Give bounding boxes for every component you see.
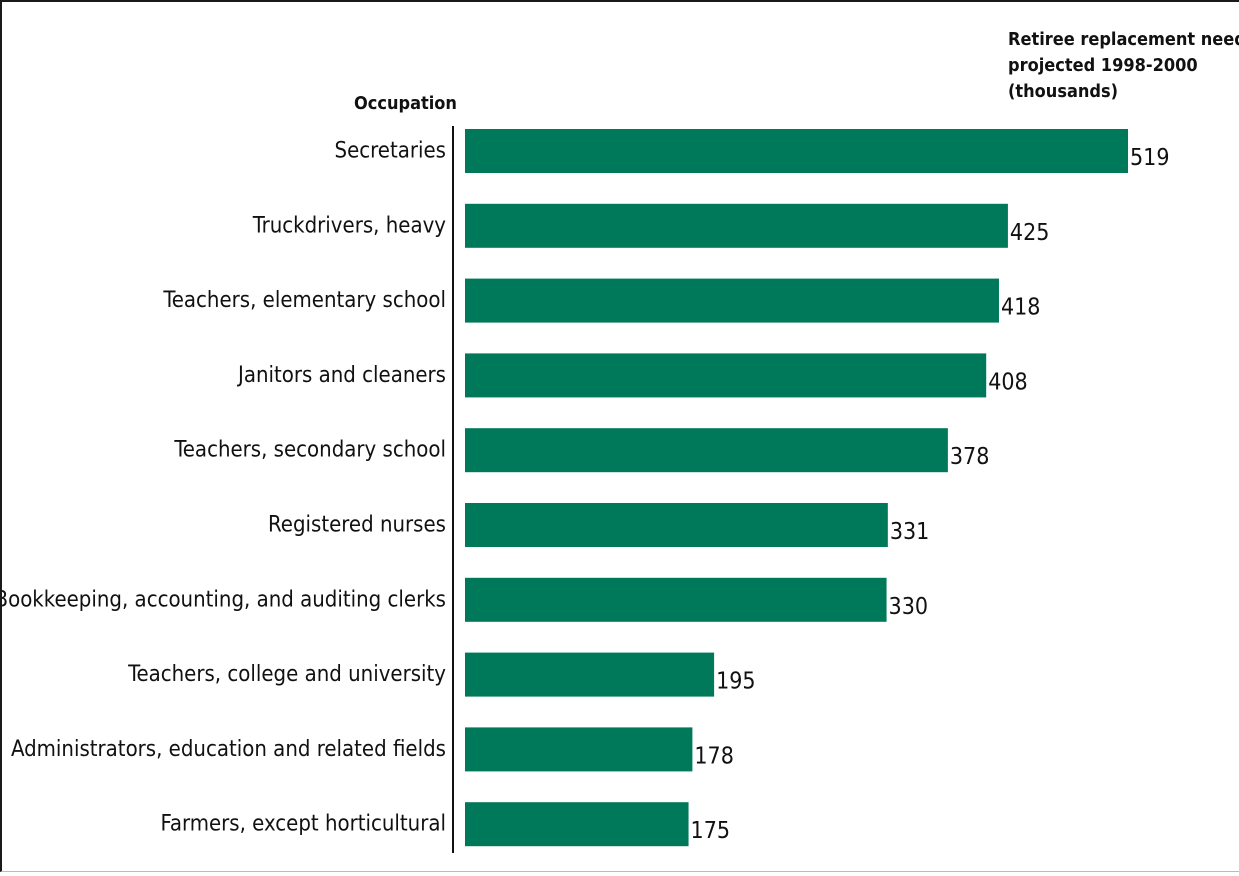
bar-4: [465, 428, 948, 473]
category-label-1: Truckdrivers, heavy: [252, 213, 447, 238]
value-label-2: 418: [1001, 295, 1040, 321]
bar-0: [465, 129, 1128, 173]
category-label-6: Bookkeeping, accounting, and auditing cl…: [2, 587, 446, 612]
category-labels: Secretaries Truckdrivers, heavy Teachers, …: [0, 139, 447, 837]
value-label-7: 195: [716, 669, 756, 695]
category-label-5: Registered nurses: [268, 513, 446, 538]
value-header-line-1: Retiree replacement needs,: [1008, 29, 1239, 50]
bar-1: [465, 203, 1008, 248]
category-label-9: Farmers, except horticultural: [160, 812, 446, 837]
bar-6: [465, 577, 887, 622]
value-label-9: 175: [691, 818, 731, 844]
value-label-3: 408: [988, 369, 1028, 395]
value-label-1: 425: [1010, 220, 1050, 246]
value-header-line-2: projected 1998-2000: [1008, 55, 1198, 76]
bar-9: [465, 802, 689, 847]
bars: [465, 129, 1128, 847]
category-label-3: Janitors and cleaners: [236, 363, 446, 388]
category-label-7: Teachers, college and university: [127, 662, 446, 687]
category-label-4: Teachers, secondary school: [173, 438, 446, 463]
bar-8: [465, 727, 693, 772]
bar-2: [465, 278, 999, 323]
value-header-line-3: (thousands): [1008, 81, 1118, 102]
chart-headers: Occupation Retiree replacement needs, pr…: [354, 29, 1239, 114]
value-label-6: 330: [889, 594, 929, 620]
category-label-0: Secretaries: [335, 139, 446, 164]
occupation-header: Occupation: [354, 93, 457, 114]
value-label-0: 519: [1130, 145, 1170, 171]
value-labels: 519 425 418 408 378 331 330 195 178 175: [691, 145, 1170, 844]
value-label-5: 331: [890, 519, 930, 545]
bar-5: [465, 503, 888, 547]
value-label-4: 378: [950, 444, 990, 470]
value-label-8: 178: [694, 743, 734, 769]
category-label-2: Teachers, elementary school: [162, 288, 446, 313]
category-label-8: Administrators, education and related fi…: [11, 737, 446, 762]
bar-3: [465, 353, 987, 398]
bar-7: [465, 652, 715, 697]
